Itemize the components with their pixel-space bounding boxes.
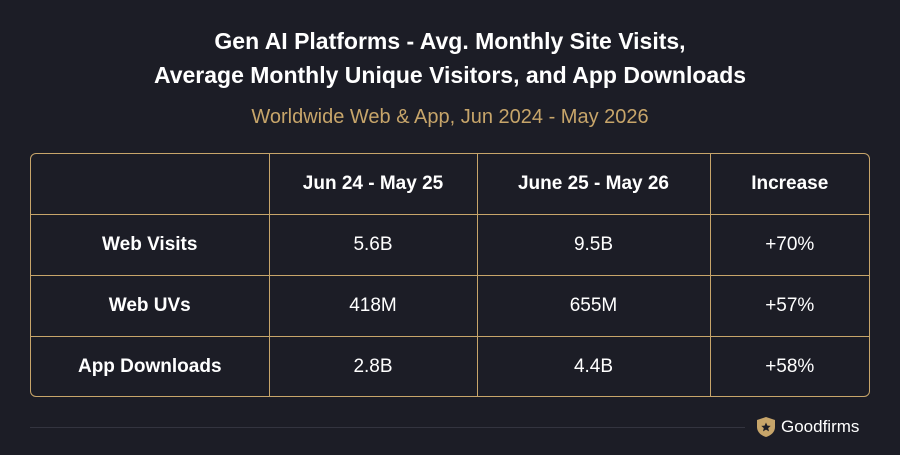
table-cell: 655M: [477, 275, 711, 337]
row-label: Web UVs: [31, 275, 270, 337]
chart-title: Gen AI Platforms - Avg. Monthly Site Vis…: [0, 24, 900, 92]
data-table: Jun 24 - May 25 June 25 - May 26 Increas…: [30, 153, 870, 397]
column-header-empty: [31, 154, 270, 215]
table-header-row: Jun 24 - May 25 June 25 - May 26 Increas…: [31, 154, 869, 215]
column-header-period-1: Jun 24 - May 25: [269, 154, 478, 215]
chart-title-line-2: Average Monthly Unique Visitors, and App…: [153, 62, 747, 88]
column-header-increase: Increase: [710, 154, 869, 215]
table-cell: +57%: [710, 275, 869, 337]
row-label: App Downloads: [31, 336, 270, 396]
column-header-period-2: June 25 - May 26: [477, 154, 711, 215]
table-cell: 4.4B: [477, 336, 711, 396]
table-row: Web UVs 418M 655M +57%: [31, 275, 869, 337]
table-cell: 5.6B: [269, 214, 478, 276]
row-label: Web Visits: [31, 214, 270, 276]
table-row: Web Visits 5.6B 9.5B +70%: [31, 214, 869, 276]
table-cell: +70%: [710, 214, 869, 276]
goodfirms-shield-star-icon: [757, 417, 775, 437]
table-row: App Downloads 2.8B 4.4B +58%: [31, 336, 869, 396]
chart-subtitle: Worldwide Web & App, Jun 2024 - May 2026: [251, 106, 649, 128]
footer-divider: [30, 427, 745, 428]
chart-title-line-1: Gen AI Platforms - Avg. Monthly Site Vis…: [214, 28, 686, 54]
table-cell: 418M: [269, 275, 478, 337]
table-cell: +58%: [765, 355, 815, 377]
brand-logo: Goodfirms: [757, 415, 859, 439]
brand-name: Goodfirms: [781, 417, 860, 436]
table-cell: 2.8B: [269, 336, 478, 396]
table-cell: 9.5B: [477, 214, 711, 276]
